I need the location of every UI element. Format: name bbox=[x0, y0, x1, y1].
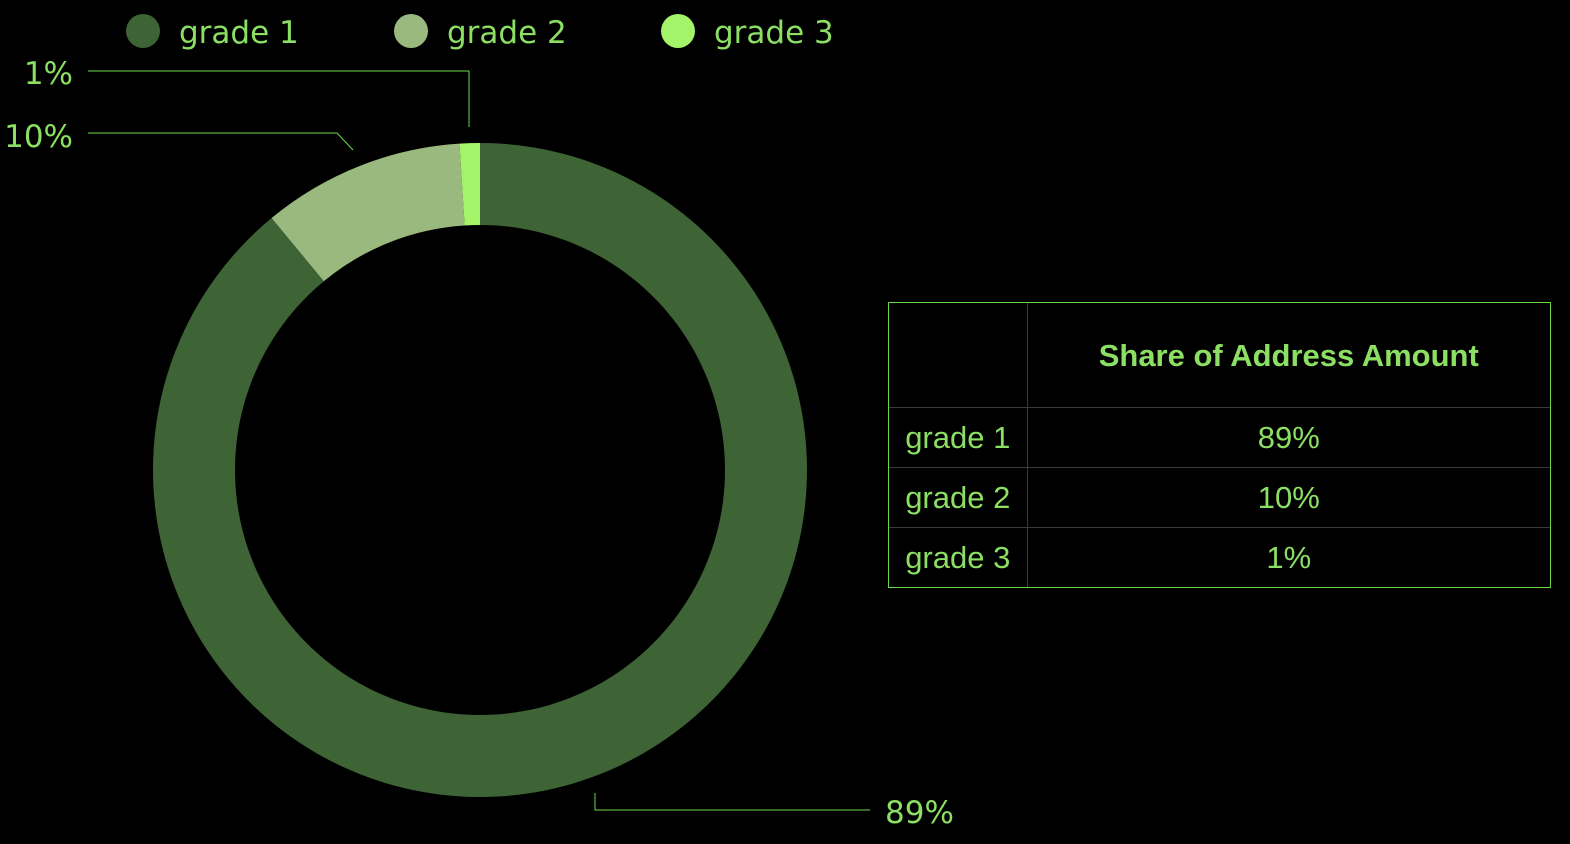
legend-label-grade-3: grade 3 bbox=[714, 15, 834, 51]
data-label-grade-2: 10% bbox=[4, 119, 73, 155]
leader-line-grade-3 bbox=[88, 70, 470, 127]
table-header-blank bbox=[888, 302, 1028, 408]
table-cell-grade: grade 1 bbox=[888, 407, 1028, 468]
data-label-grade-3: 1% bbox=[24, 56, 73, 92]
table-header-share: Share of Address Amount bbox=[1026, 302, 1552, 408]
data-label-grade-1: 89% bbox=[885, 795, 954, 831]
table-cell-grade: grade 3 bbox=[888, 527, 1028, 588]
legend-swatch-grade-3 bbox=[661, 14, 695, 48]
table-header-row: Share of Address Amount bbox=[888, 302, 1552, 408]
table-cell-share: 1% bbox=[1026, 527, 1552, 588]
donut-slice-grade-1 bbox=[153, 143, 808, 797]
table-cell-grade: grade 2 bbox=[888, 467, 1028, 528]
donut-slice-grade-2 bbox=[271, 143, 465, 282]
table-row: grade 1 89% bbox=[888, 407, 1552, 468]
summary-table: Share of Address Amount grade 1 89% grad… bbox=[888, 302, 1552, 588]
legend-swatch-grade-2 bbox=[394, 14, 428, 48]
table-row: grade 2 10% bbox=[888, 467, 1552, 528]
table-row: grade 3 1% bbox=[888, 527, 1552, 588]
legend-label-grade-2: grade 2 bbox=[447, 15, 567, 51]
table-cell-share: 89% bbox=[1026, 407, 1552, 468]
leader-line-grade-2 bbox=[88, 132, 354, 151]
donut-slice-grade-3 bbox=[459, 143, 480, 226]
legend-swatch-grade-1 bbox=[126, 14, 160, 48]
legend-label-grade-1: grade 1 bbox=[179, 15, 299, 51]
table-cell-share: 10% bbox=[1026, 467, 1552, 528]
leader-line-grade-1 bbox=[594, 793, 870, 811]
